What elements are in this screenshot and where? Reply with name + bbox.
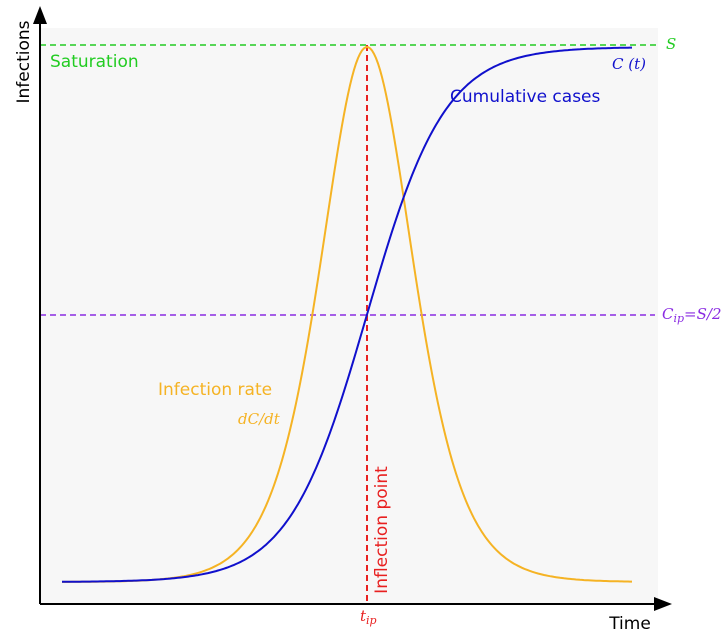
saturation-symbol: S — [666, 35, 676, 53]
y-arrow — [33, 6, 47, 24]
x-arrow — [654, 597, 672, 611]
x-axis-label: Time — [608, 614, 651, 632]
inflection-label: Inflection point — [372, 466, 392, 594]
rate-label: Infection rate — [158, 380, 272, 400]
rate-symbol: dC/dt — [238, 410, 281, 428]
y-axis-label: Infections — [14, 20, 34, 103]
inflection-symbol: tip — [360, 607, 377, 627]
half-sub: ip — [673, 312, 684, 325]
saturation-label: Saturation — [50, 52, 139, 72]
cumulative-symbol: C (t) — [612, 55, 646, 73]
half-rest: =S/2 — [684, 305, 721, 323]
cumulative-label: Cumulative cases — [450, 87, 601, 107]
half-c: C — [662, 305, 674, 323]
half-symbol: Cip=S/2 — [662, 305, 722, 325]
t-sub: ip — [366, 614, 377, 627]
t-symbol: t — [360, 607, 367, 625]
cumulative-curve — [62, 46, 632, 583]
plot-background — [40, 28, 658, 604]
